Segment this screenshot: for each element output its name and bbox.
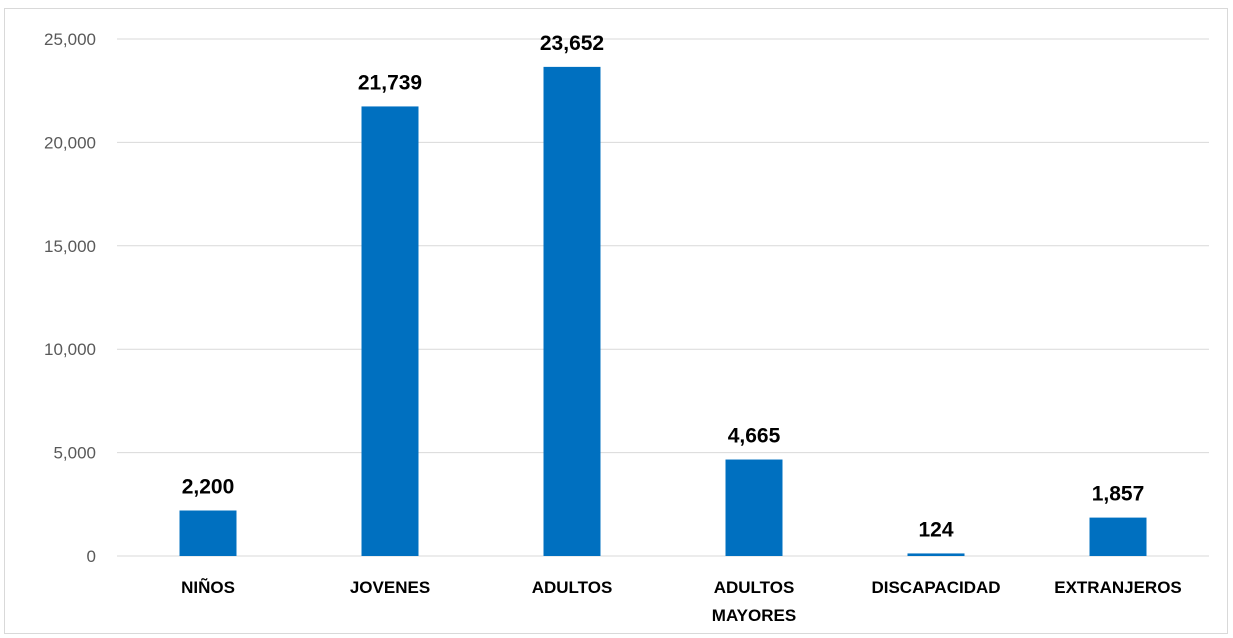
y-tick-label: 0 <box>87 547 96 566</box>
y-tick-label: 25,000 <box>44 30 96 49</box>
data-label: 1,857 <box>1092 483 1145 506</box>
x-category-label: EXTRANJEROS <box>1054 578 1182 597</box>
x-axis-category-labels: NIÑOS JOVENES ADULTOS ADULTOS MAYORES DISCAPA… <box>181 577 1182 625</box>
data-label: 124 <box>918 518 953 541</box>
bar <box>1089 517 1147 556</box>
y-tick-label: 15,000 <box>44 237 96 256</box>
bar <box>361 106 419 557</box>
bar <box>543 66 601 556</box>
bars <box>179 66 1147 557</box>
x-category-label: JOVENES <box>350 578 430 597</box>
y-axis-tick-labels: 0 5,000 10,000 15,000 20,000 25,000 <box>44 30 96 566</box>
x-category-label: ADULTOS <box>714 578 795 597</box>
y-tick-label: 5,000 <box>53 444 96 463</box>
bar <box>725 459 783 556</box>
y-tick-label: 10,000 <box>44 340 96 359</box>
x-category-label: NIÑOS <box>181 577 235 597</box>
data-label: 21,739 <box>358 71 422 94</box>
bar <box>907 553 965 556</box>
data-label: 2,200 <box>182 476 235 499</box>
x-category-label: DISCAPACIDAD <box>871 578 1000 597</box>
chart-frame <box>4 8 1228 634</box>
gridlines <box>117 38 1209 557</box>
data-labels: 2,200 21,739 23,652 4,665 124 1,857 <box>182 32 1145 542</box>
data-label: 23,652 <box>540 32 604 55</box>
y-tick-label: 20,000 <box>44 133 96 152</box>
x-category-label: ADULTOS <box>532 578 613 597</box>
x-category-label: MAYORES <box>712 606 796 625</box>
data-label: 4,665 <box>728 425 781 448</box>
bar <box>179 510 237 556</box>
